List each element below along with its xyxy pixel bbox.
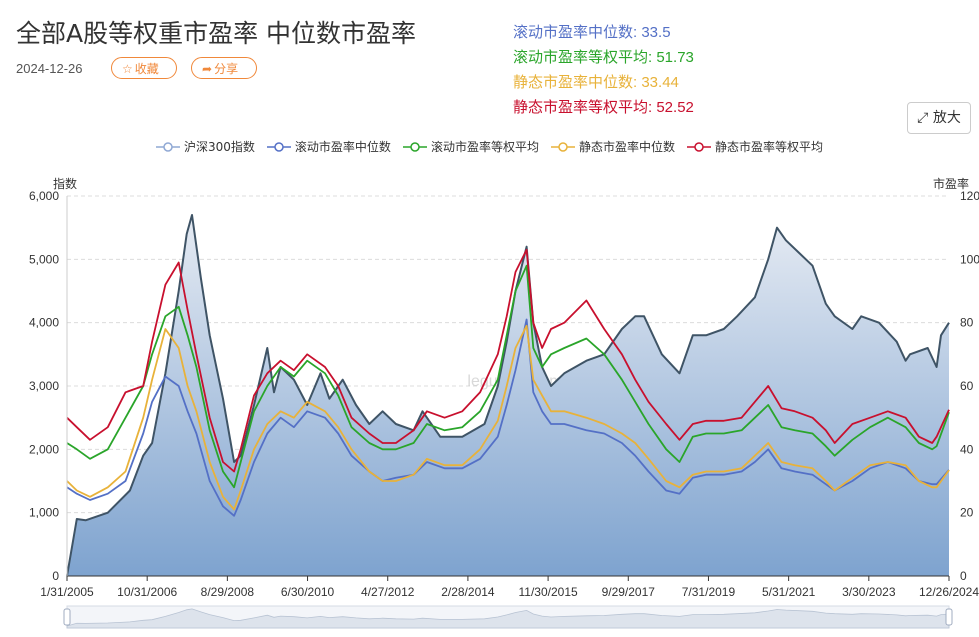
x-tick-label: 10/31/2006 <box>117 585 177 599</box>
stat-value: 33.5 <box>641 24 671 41</box>
legend-marker-icon <box>686 141 711 152</box>
y-left-tick-label: 3,000 <box>29 379 59 393</box>
x-tick-label: 12/26/2024 <box>919 585 979 599</box>
chart-legend: 沪深300指数 滚动市盈率中位数 滚动市盈率等权平均 静态市盈率中位数 静态市盈率等权平… <box>0 138 979 155</box>
legend-item[interactable]: 静态市盈率等权平均 <box>686 138 823 155</box>
y-right-tick-label: 120 <box>960 189 979 203</box>
series-line <box>66 318 950 517</box>
stat-value: 52.52 <box>656 99 694 116</box>
index-area <box>67 215 949 576</box>
expand-button[interactable]: ⤢ 放大 <box>907 102 971 134</box>
legend-marker-icon <box>156 141 181 152</box>
legend-marker-icon <box>550 141 575 152</box>
zoom-handle-left[interactable] <box>63 608 71 626</box>
stat-label: 滚动市盈率中位数: <box>513 24 642 41</box>
y-left-tick-label: 2,000 <box>29 442 59 456</box>
y-right-axis-label: 市盈率 <box>933 176 969 191</box>
page-title: 全部A股等权重市盈率 中位数市盈率 <box>16 19 417 48</box>
stat-rolling-median: 滚动市盈率中位数: 33.5 <box>513 20 694 45</box>
share-label: 分享 <box>214 62 239 76</box>
y-left-tick-label: 5,000 <box>29 252 59 266</box>
legend-label: 滚动市盈率等权平均 <box>430 140 539 154</box>
x-tick-label: 2/28/2014 <box>441 585 495 599</box>
y-right-tick-label: 0 <box>960 569 967 583</box>
legend-item[interactable]: 滚动市盈率中位数 <box>266 138 391 155</box>
y-right-tick-label: 80 <box>960 316 974 330</box>
zoom-handle-right[interactable] <box>945 608 953 626</box>
line-chart: 0 1,000 2,000 3,000 4,000 5,000 6,000 0 20 40 60 80… <box>29 176 979 629</box>
legend-label: 滚动市盈率中位数 <box>294 140 391 154</box>
legend-label: 沪深300指数 <box>184 140 255 154</box>
y-right-tick-label: 40 <box>960 442 974 456</box>
legend-label: 静态市盈率等权平均 <box>714 140 823 154</box>
series-line <box>66 324 950 511</box>
legend-marker-icon <box>402 141 427 152</box>
series-line <box>66 248 950 473</box>
stat-static-average: 静态市盈率等权平均: 52.52 <box>513 95 694 120</box>
stat-rolling-average: 滚动市盈率等权平均: 51.73 <box>513 45 694 70</box>
star-icon: ☆ <box>122 62 133 76</box>
stat-static-median: 静态市盈率中位数: 33.44 <box>513 70 694 95</box>
x-tick-label: 11/30/2015 <box>519 585 578 599</box>
y-left-axis-label: 指数 <box>53 176 77 191</box>
x-tick-label: 8/29/2008 <box>201 585 255 599</box>
x-tick-label: 4/27/2012 <box>361 585 415 599</box>
share-icon: ➦ <box>202 62 213 76</box>
series-line <box>66 264 950 489</box>
y-left-tick-label: 0 <box>52 569 59 583</box>
expand-label: 放大 <box>932 110 961 126</box>
favorite-button[interactable]: ☆ 收藏 <box>111 57 177 79</box>
y-left-tick-label: 6,000 <box>29 189 59 203</box>
x-tick-label: 6/30/2010 <box>281 585 335 599</box>
x-tick-label: 9/29/2017 <box>602 585 656 599</box>
x-tick-label: 1/31/2005 <box>40 585 94 599</box>
stats-panel: 滚动市盈率中位数: 33.5 滚动市盈率等权平均: 51.73 静态市盈率中位数… <box>513 20 694 120</box>
legend-label: 静态市盈率中位数 <box>578 140 675 154</box>
y-right-tick-label: 60 <box>960 379 974 393</box>
stat-label: 静态市盈率等权平均: <box>513 99 657 116</box>
date-label: 2024-12-26 <box>16 61 83 76</box>
series-line <box>66 214 950 577</box>
zoom-preview <box>66 608 950 629</box>
stat-label: 静态市盈率中位数: <box>513 74 642 91</box>
favorite-label: 收藏 <box>134 62 159 76</box>
expand-icon: ⤢ <box>917 110 929 126</box>
y-left-tick-label: 4,000 <box>29 316 59 330</box>
x-tick-label: 7/31/2019 <box>682 585 736 599</box>
y-right-tick-label: 100 <box>960 252 979 266</box>
x-tick-label: 3/30/2023 <box>842 585 896 599</box>
y-right-tick-label: 20 <box>960 506 974 520</box>
y-left-tick-label: 1,000 <box>29 506 59 520</box>
legend-item[interactable]: 静态市盈率中位数 <box>550 138 675 155</box>
stat-label: 滚动市盈率等权平均: <box>513 49 657 66</box>
stat-value: 33.44 <box>641 74 679 91</box>
x-tick-label: 5/31/2021 <box>762 585 816 599</box>
share-button[interactable]: ➦ 分享 <box>191 57 257 79</box>
legend-item[interactable]: 滚动市盈率等权平均 <box>402 138 539 155</box>
stat-value: 51.73 <box>656 49 694 66</box>
legend-marker-icon <box>266 141 291 152</box>
legend-item[interactable]: 沪深300指数 <box>156 138 255 155</box>
